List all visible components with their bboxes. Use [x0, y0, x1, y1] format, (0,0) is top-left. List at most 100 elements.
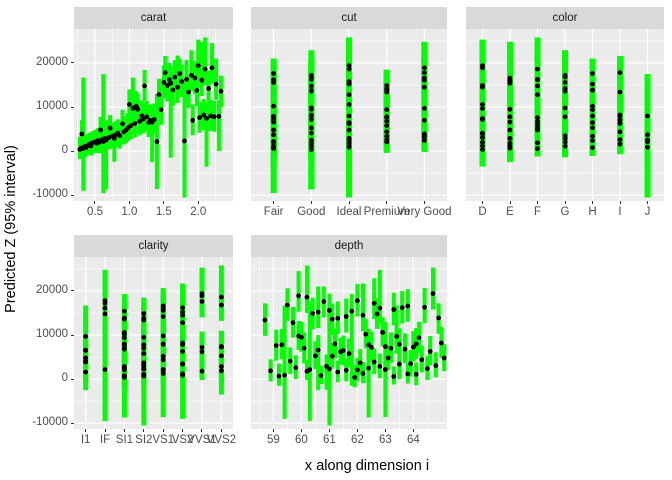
interval-bar: [372, 278, 377, 320]
y-axis-title: Predicted Z (95% interval): [3, 145, 19, 313]
data-point: [535, 92, 540, 98]
data-point: [327, 366, 332, 372]
data-point: [427, 349, 433, 354]
x-tick-mark: [300, 429, 302, 432]
x-tick-label: 61: [322, 434, 336, 446]
facet-strip-label: depth: [334, 240, 364, 252]
data-point: [271, 132, 276, 138]
data-point: [211, 114, 217, 120]
x-tick-label: Ideal: [336, 206, 362, 218]
data-point: [433, 363, 439, 368]
data-point: [182, 138, 187, 144]
data-point: [213, 81, 219, 87]
data-point: [160, 303, 166, 309]
data-point: [308, 106, 314, 112]
data-point: [142, 83, 147, 89]
data-point: [83, 334, 88, 339]
data-point: [343, 367, 349, 373]
facet-panel-clarity: [74, 257, 233, 429]
data-point: [310, 311, 315, 316]
data-point: [507, 77, 513, 83]
interval-bar: [216, 100, 221, 152]
data-point: [371, 300, 377, 306]
data-point: [140, 116, 146, 122]
y-tick-mark: [71, 422, 74, 424]
data-point: [383, 367, 388, 372]
data-point: [321, 299, 327, 304]
data-point: [341, 348, 346, 353]
data-point: [371, 359, 377, 365]
interval-bar: [305, 265, 309, 313]
interval-bar: [296, 271, 301, 312]
data-point: [329, 353, 335, 359]
y-tick-label: -10000: [32, 416, 68, 429]
facet-plot-cut: [251, 29, 447, 201]
data-point: [79, 131, 85, 137]
data-points: [83, 291, 224, 380]
data-point: [199, 368, 205, 374]
data-point: [422, 304, 427, 310]
data-point: [160, 333, 166, 339]
data-point: [562, 72, 568, 78]
data-point: [590, 125, 595, 131]
data-point: [141, 345, 147, 351]
interval-bar: [431, 267, 435, 310]
data-point: [308, 72, 314, 78]
data-point: [346, 81, 352, 87]
data-point: [172, 74, 178, 80]
data-point: [346, 127, 352, 133]
facet-strip-label: clarity: [138, 240, 169, 252]
y-tick-label: 20000: [36, 283, 68, 296]
interval-bar: [203, 37, 208, 85]
data-point: [141, 311, 147, 316]
data-point: [285, 302, 290, 308]
x-tick-mark: [272, 429, 274, 432]
y-tick-label: 20000: [36, 55, 68, 68]
data-point: [83, 347, 88, 353]
data-point: [346, 63, 352, 68]
data-point: [535, 140, 540, 146]
data-point: [436, 315, 441, 321]
data-point: [180, 309, 185, 315]
x-tick-mark: [619, 201, 621, 204]
x-tick-mark: [201, 429, 203, 432]
interval-bar: [507, 41, 513, 96]
data-point: [199, 77, 205, 83]
interval-bar: [366, 348, 371, 418]
x-tick-mark: [537, 201, 538, 204]
data-point: [439, 340, 444, 346]
interval-bar: [316, 335, 321, 391]
data-point: [290, 320, 296, 326]
data-point: [180, 340, 185, 346]
facet-panel-color: [466, 29, 664, 201]
interval-bar: [270, 100, 277, 152]
x-tick-mark: [482, 201, 483, 204]
data-point: [268, 368, 273, 374]
data-point: [385, 355, 391, 361]
data-point: [151, 117, 157, 122]
data-point: [394, 334, 399, 339]
facet-panel-cut: [251, 29, 447, 201]
x-tick-mark: [163, 201, 165, 204]
x-tick-label: I: [618, 206, 622, 218]
data-point: [645, 132, 650, 138]
x-tick-mark: [143, 429, 145, 432]
data-point: [617, 141, 623, 147]
data-point: [384, 118, 390, 124]
data-point: [122, 316, 127, 322]
x-tick-label: SI1: [115, 434, 134, 446]
data-point: [194, 87, 200, 93]
data-point: [304, 294, 310, 300]
interval-bar: [204, 102, 209, 167]
data-point: [617, 137, 623, 143]
data-point: [102, 311, 108, 317]
x-tick-label: I1: [80, 434, 91, 446]
x-tick-label: H: [588, 206, 597, 218]
facet-strip-clarity: clarity: [74, 235, 233, 257]
data-point: [271, 127, 276, 133]
x-tick-label: 64: [406, 434, 420, 446]
x-tick-label: Premium: [363, 206, 410, 218]
data-point: [219, 364, 224, 369]
data-point: [422, 117, 427, 123]
data-point: [617, 117, 623, 123]
